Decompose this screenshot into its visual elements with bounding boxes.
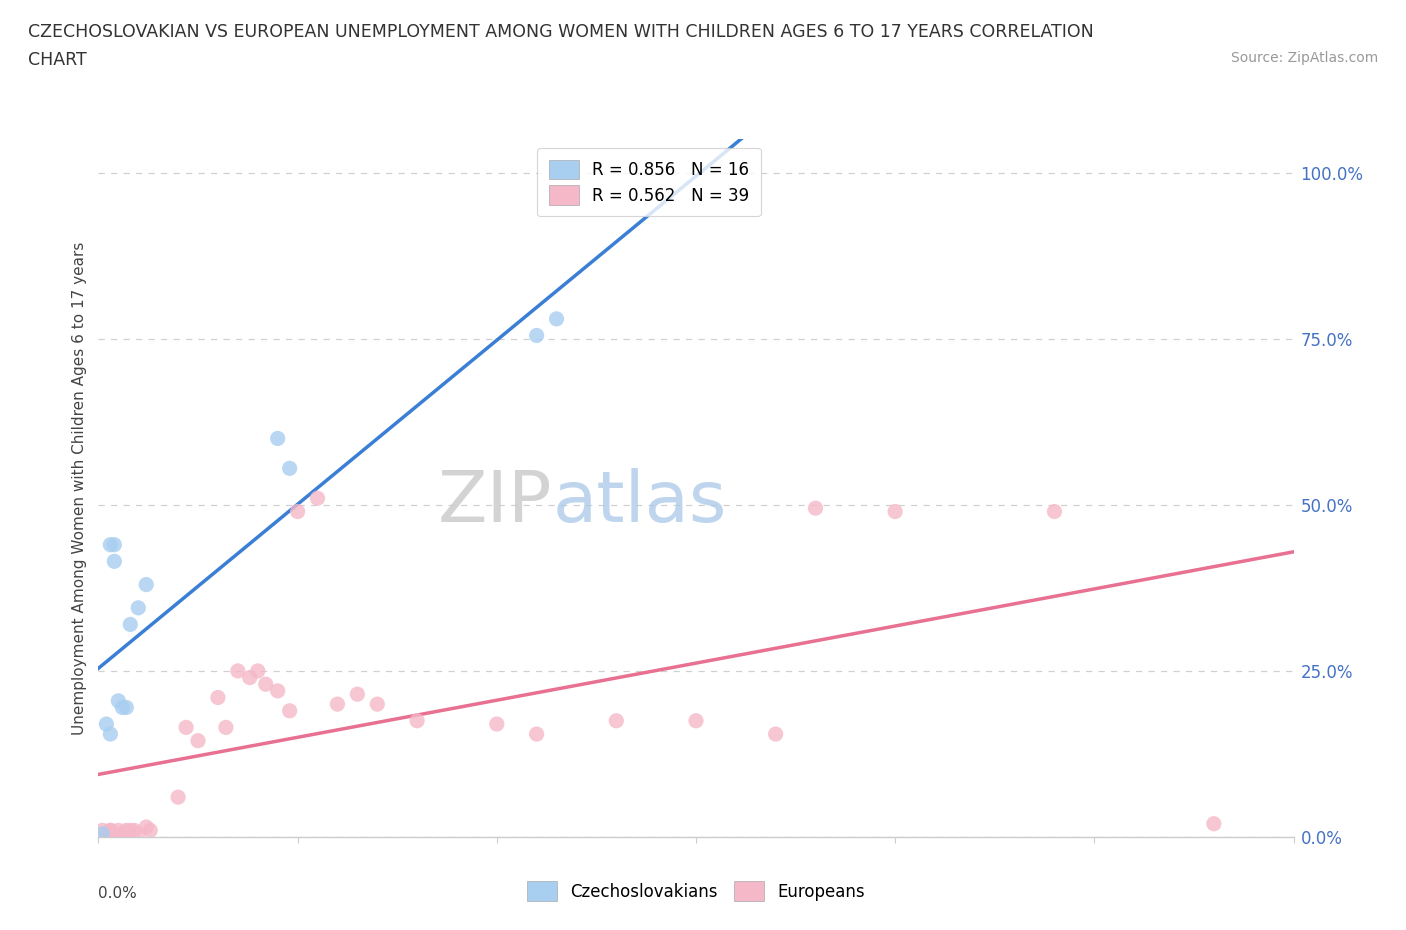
- Point: [120, 617, 142, 631]
- Point: [100, 726, 122, 741]
- Point: [187, 733, 209, 748]
- Y-axis label: Unemployment Among Women with Children Ages 6 to 17 years: Unemployment Among Women with Children A…: [72, 242, 87, 735]
- Point: [103, 538, 125, 552]
- Point: [100, 538, 122, 552]
- Point: [1043, 504, 1066, 519]
- Point: [406, 713, 429, 728]
- Text: Source: ZipAtlas.com: Source: ZipAtlas.com: [1230, 51, 1378, 65]
- Point: [115, 700, 138, 715]
- Point: [100, 823, 122, 838]
- Point: [207, 690, 229, 705]
- Point: [1202, 817, 1225, 831]
- Point: [278, 703, 301, 718]
- Point: [239, 671, 262, 685]
- Point: [111, 826, 134, 841]
- Point: [96, 826, 118, 841]
- Point: [120, 823, 142, 838]
- Point: [127, 826, 149, 841]
- Point: [804, 500, 827, 515]
- Point: [546, 312, 568, 326]
- Point: [107, 823, 129, 838]
- Point: [103, 826, 125, 841]
- Text: ZIP: ZIP: [439, 468, 553, 537]
- Point: [254, 677, 277, 692]
- Point: [115, 823, 138, 838]
- Point: [246, 663, 269, 678]
- Point: [226, 663, 249, 678]
- Point: [526, 726, 548, 741]
- Point: [107, 694, 129, 709]
- Point: [91, 823, 114, 838]
- Point: [267, 431, 290, 445]
- Point: [685, 713, 707, 728]
- Point: [278, 461, 301, 476]
- Point: [91, 826, 114, 841]
- Point: [215, 720, 238, 735]
- Legend: Czechoslovakians, Europeans: Czechoslovakians, Europeans: [515, 870, 877, 912]
- Point: [287, 504, 309, 519]
- Point: [765, 726, 787, 741]
- Point: [96, 717, 118, 732]
- Point: [605, 713, 627, 728]
- Point: [111, 700, 134, 715]
- Text: atlas: atlas: [553, 468, 727, 537]
- Point: [135, 578, 157, 592]
- Point: [174, 720, 197, 735]
- Point: [167, 790, 190, 804]
- Point: [307, 491, 329, 506]
- Point: [124, 823, 146, 838]
- Point: [326, 697, 349, 711]
- Point: [366, 697, 388, 711]
- Text: CZECHOSLOVAKIAN VS EUROPEAN UNEMPLOYMENT AMONG WOMEN WITH CHILDREN AGES 6 TO 17 : CZECHOSLOVAKIAN VS EUROPEAN UNEMPLOYMENT…: [28, 23, 1094, 41]
- Point: [139, 823, 162, 838]
- Point: [127, 601, 149, 616]
- Point: [135, 819, 157, 834]
- Point: [100, 823, 122, 838]
- Point: [884, 504, 907, 519]
- Point: [103, 554, 125, 569]
- Point: [526, 328, 548, 343]
- Point: [346, 686, 368, 701]
- Text: 0.0%: 0.0%: [98, 885, 138, 901]
- Point: [267, 684, 290, 698]
- Point: [485, 717, 508, 732]
- Text: CHART: CHART: [28, 51, 87, 69]
